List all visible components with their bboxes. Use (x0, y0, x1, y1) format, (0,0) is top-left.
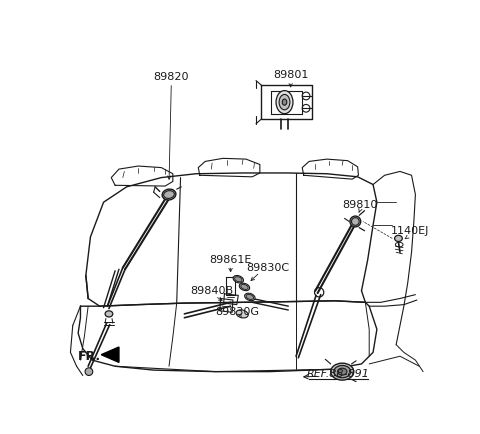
Ellipse shape (350, 216, 361, 227)
Text: 89840B: 89840B (190, 286, 233, 296)
Text: 89820: 89820 (154, 72, 189, 82)
Ellipse shape (235, 277, 242, 282)
Ellipse shape (351, 217, 359, 225)
Ellipse shape (331, 363, 354, 380)
Ellipse shape (236, 310, 248, 318)
Text: 89830G: 89830G (215, 307, 259, 317)
Ellipse shape (337, 368, 347, 375)
Text: 89801: 89801 (273, 70, 308, 80)
Text: 89830C: 89830C (246, 263, 289, 273)
Text: 89810: 89810 (342, 200, 378, 210)
Ellipse shape (246, 294, 253, 299)
Ellipse shape (395, 235, 402, 241)
Polygon shape (101, 347, 119, 362)
Ellipse shape (239, 283, 250, 291)
Text: 1140EJ: 1140EJ (391, 227, 429, 237)
Ellipse shape (164, 191, 174, 198)
Ellipse shape (233, 276, 243, 283)
Ellipse shape (241, 284, 248, 289)
Ellipse shape (245, 293, 255, 301)
Ellipse shape (334, 365, 351, 378)
Ellipse shape (105, 311, 113, 317)
Text: 89861E: 89861E (209, 255, 252, 265)
Ellipse shape (282, 99, 287, 105)
Ellipse shape (279, 95, 290, 110)
Text: FR.: FR. (78, 350, 101, 363)
Ellipse shape (276, 91, 293, 114)
Circle shape (85, 368, 93, 375)
Ellipse shape (162, 189, 176, 200)
Text: REF.88-891: REF.88-891 (307, 369, 370, 379)
